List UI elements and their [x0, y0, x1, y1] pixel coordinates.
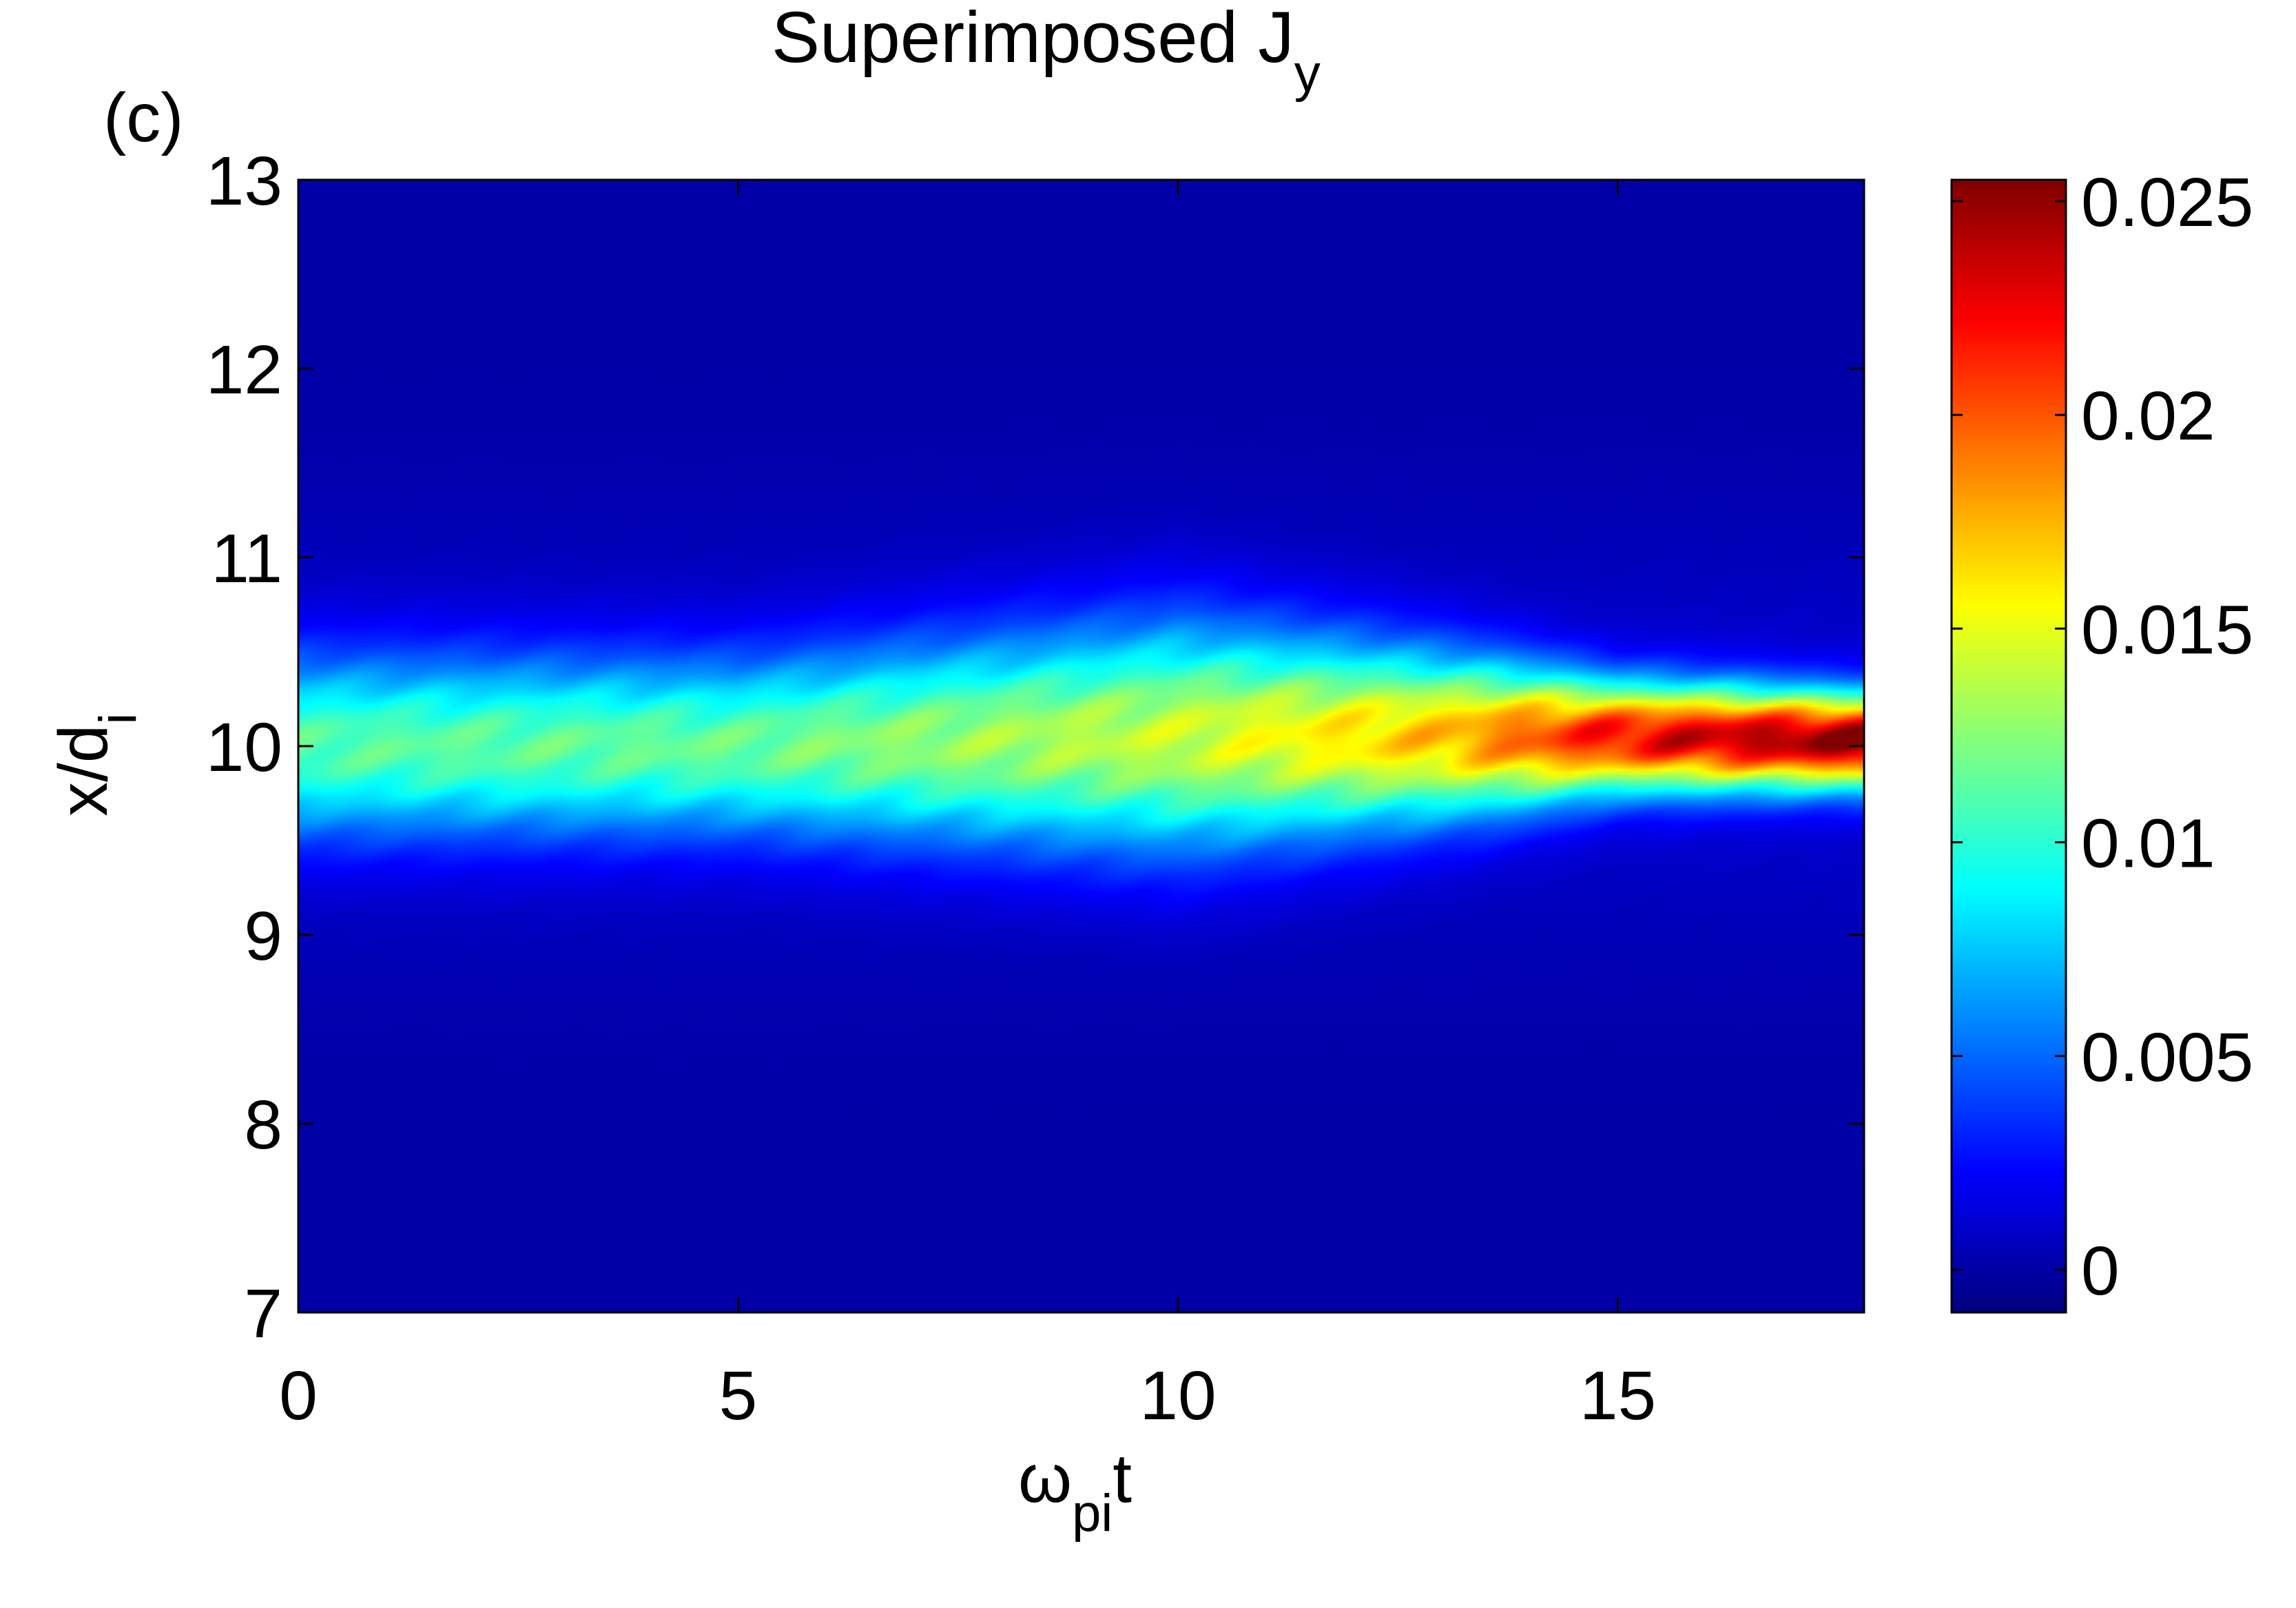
colorbar-tick-label: 0.015	[2081, 591, 2253, 668]
colorbar-tick-label: 0.005	[2081, 1019, 2253, 1096]
y-tick-label: 7	[244, 1275, 282, 1352]
x-tick-label: 10	[1139, 1357, 1216, 1434]
colorbar-tick-label: 0.025	[2081, 164, 2253, 241]
y-tick-label: 10	[206, 709, 282, 786]
colorbar-tick-label: 0.02	[2081, 378, 2215, 455]
y-tick-label: 11	[211, 520, 282, 597]
x-tick-label: 0	[279, 1357, 318, 1434]
heatmap-area	[297, 178, 1865, 1314]
y-tick-label: 12	[206, 331, 282, 409]
y-tick-label: 8	[244, 1086, 282, 1164]
x-tick-label: 15	[1580, 1357, 1656, 1434]
colorbar: 0 0.005 0.01 0.015 0.02 0.025	[1950, 164, 2253, 1314]
heatmap-image	[298, 180, 1864, 1312]
y-axis: 7 8 9 10 11 12 13	[206, 143, 1864, 1352]
x-tick-label: 5	[719, 1357, 758, 1434]
colorbar-tick-label: 0.01	[2081, 805, 2215, 883]
colorbar-gradient	[1952, 180, 2066, 1312]
x-axis: 0 5 10 15	[279, 180, 1656, 1434]
colorbar-tick-label: 0	[2081, 1233, 2120, 1310]
y-axis-label: x/di	[45, 713, 147, 816]
y-tick-label: 13	[206, 143, 282, 220]
x-axis-label: ωpit	[1018, 1440, 1132, 1543]
panel-label: (c)	[103, 79, 184, 156]
colorbar-frame	[1950, 178, 2067, 1314]
y-tick-label: 9	[244, 898, 282, 975]
chart-title: Superimposed Jy	[772, 0, 1321, 103]
